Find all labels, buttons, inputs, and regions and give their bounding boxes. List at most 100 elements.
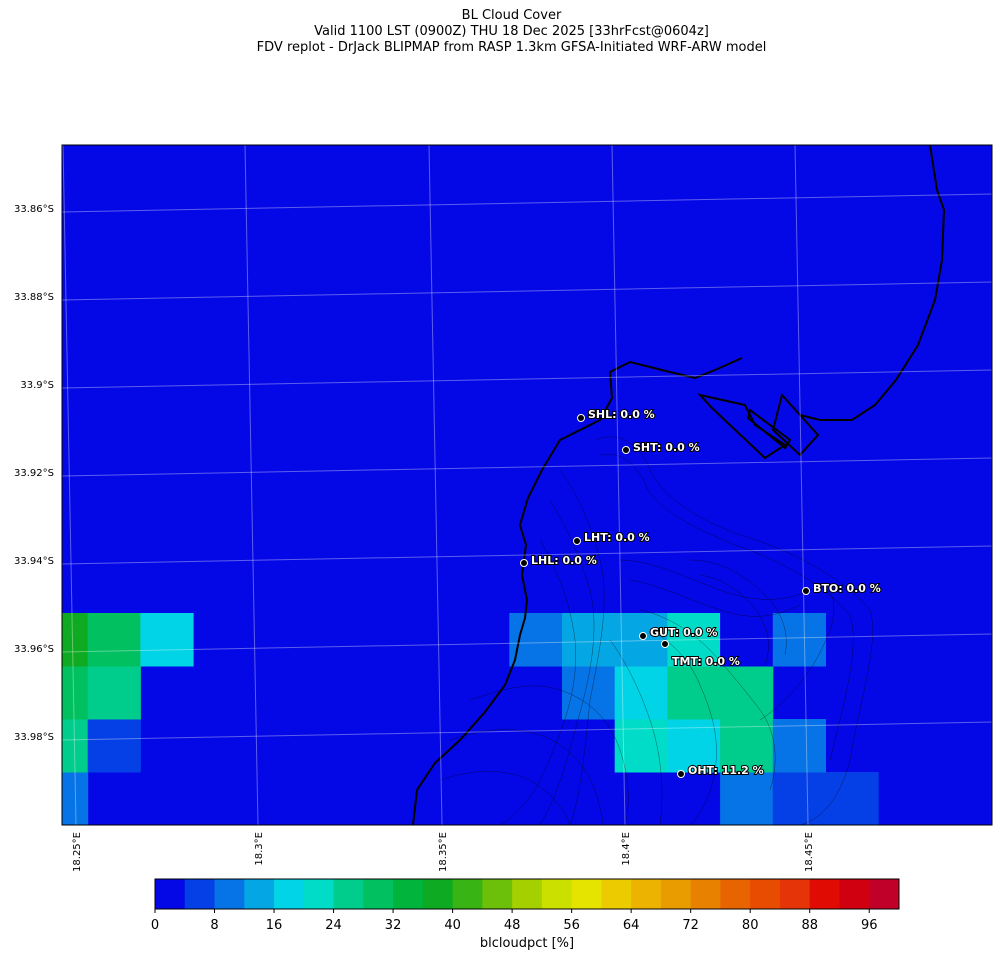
longitude-tick-label: 18.45°E [804, 832, 815, 872]
colorbar-bin [779, 879, 811, 909]
colorbar-bin [601, 879, 632, 909]
colorbar-bin [631, 879, 662, 909]
terrain-contours [439, 436, 873, 825]
cloud-cells [62, 613, 879, 825]
cloud-cell [62, 772, 89, 825]
station-marker [520, 559, 528, 567]
terrain-contour [689, 559, 787, 656]
station-marker [577, 414, 585, 422]
terrain-contour [449, 729, 604, 825]
colorbar-bin [809, 879, 840, 909]
cloud-cell [87, 613, 141, 667]
colorbar-bin [452, 879, 483, 909]
terrain-contour [599, 453, 854, 761]
latitude-tick-label: 33.96°S [14, 644, 54, 655]
terrain-contour [619, 559, 835, 721]
cloud-cell [614, 719, 668, 773]
cloud-cell [825, 772, 879, 825]
colorbar-bin [303, 879, 334, 909]
station-label: TMT: 0.0 % [672, 655, 740, 668]
terrain-contour [439, 771, 571, 825]
cloud-cell [614, 666, 668, 720]
terrain-contour [699, 574, 769, 666]
lat-lon-grid [62, 145, 992, 825]
latitude-tick-label: 33.9°S [20, 380, 54, 391]
longitude-tick-label: 18.4°E [621, 832, 632, 866]
latitude-gridline [62, 281, 992, 301]
terrain-contour [609, 639, 663, 825]
longitude-gridline [62, 145, 77, 825]
colorbar-bin [393, 879, 424, 909]
latitude-tick-label: 33.94°S [14, 556, 54, 567]
colorbar-bin [333, 879, 364, 909]
cloud-cell [772, 772, 826, 825]
latitude-axis: 33.86°S 33.88°S 33.9°S 33.92°S 33.94°S 33.96°… [14, 204, 54, 743]
colorbar-tick-label: 24 [325, 918, 342, 933]
station-marker [573, 537, 581, 545]
station-label: LHL: 0.0 % [531, 554, 597, 567]
cloud-cell [720, 613, 774, 667]
longitude-gridline [611, 145, 626, 825]
longitude-tick-label: 18.35°E [438, 832, 449, 872]
terrain-contour [559, 469, 605, 825]
colorbar-tick-label: 56 [563, 918, 580, 933]
colorbar-bin [512, 879, 543, 909]
cloud-cell [562, 613, 616, 667]
harbour-breakwater-west [697, 393, 787, 460]
colorbar-bin [839, 879, 870, 909]
colorbar-bin [363, 879, 394, 909]
colorbar-ticks: 0 8 16 24 32 40 48 56 64 72 80 88 96 [151, 909, 878, 933]
colorbar-bin [422, 879, 453, 909]
station-label: SHT: 0.0 % [633, 441, 700, 454]
cloud-cell [667, 719, 721, 773]
colorbar-bin [869, 879, 900, 909]
map-frame [61, 144, 993, 826]
cloud-cell [720, 719, 774, 773]
map-panel: SHL: 0.0 % SHT: 0.0 % LHT: 0.0 % LHL: 0.0 %… [61, 144, 993, 826]
station-label: LHT: 0.0 % [584, 531, 650, 544]
station-marker [802, 587, 810, 595]
station-marker [622, 446, 630, 454]
station-label: OHT: 11.2 % [688, 764, 764, 777]
cloud-cell [614, 613, 668, 667]
station-label: BTO: 0.0 % [813, 582, 881, 595]
latitude-gridline [62, 193, 992, 213]
coastline [412, 145, 946, 825]
colorbar-bin [274, 879, 305, 909]
colorbar-frame [154, 878, 900, 910]
colorbar-bin [690, 879, 721, 909]
latitude-tick-label: 33.98°S [14, 732, 54, 743]
colorbar-bin [720, 879, 751, 909]
model-subtitle: FDV replot - DrJack BLIPMAP from RASP 1.… [256, 40, 767, 55]
station-marker [677, 770, 685, 778]
colorbar-bin [214, 879, 245, 909]
terrain-contour [649, 629, 717, 825]
station-marker [661, 640, 669, 648]
latitude-gridline [62, 457, 992, 477]
colorbar-bin [155, 879, 186, 909]
colorbar-tick-label: 96 [861, 918, 878, 933]
title-block: BL Cloud Cover Valid 1100 LST (0900Z) TH… [0, 8, 1001, 56]
cloud-cell [87, 666, 141, 720]
terrain-contour [469, 685, 629, 825]
latitude-tick-label: 33.86°S [14, 204, 54, 215]
station-label: GUT: 0.0 % [650, 626, 717, 639]
colorbar-bins [155, 879, 900, 909]
colorbar-tick-label: 40 [444, 918, 461, 933]
cloud-cell [667, 613, 721, 667]
terrain-contour [539, 499, 595, 825]
cloud-cell [667, 666, 721, 720]
colorbar-bin [184, 879, 215, 909]
harbour-pier [746, 408, 792, 450]
colorbar: 0 8 16 24 32 40 48 56 64 72 80 88 96 [151, 878, 900, 933]
station-marker [639, 632, 647, 640]
chart-title: BL Cloud Cover [461, 8, 562, 23]
cloud-cell [772, 613, 826, 667]
cloud-cell [140, 613, 194, 667]
cloud-cell [772, 719, 826, 773]
cloud-cell [87, 719, 141, 773]
east-coastline [799, 145, 946, 421]
colorbar-tick-label: 72 [682, 918, 699, 933]
colorbar-tick-label: 80 [742, 918, 759, 933]
